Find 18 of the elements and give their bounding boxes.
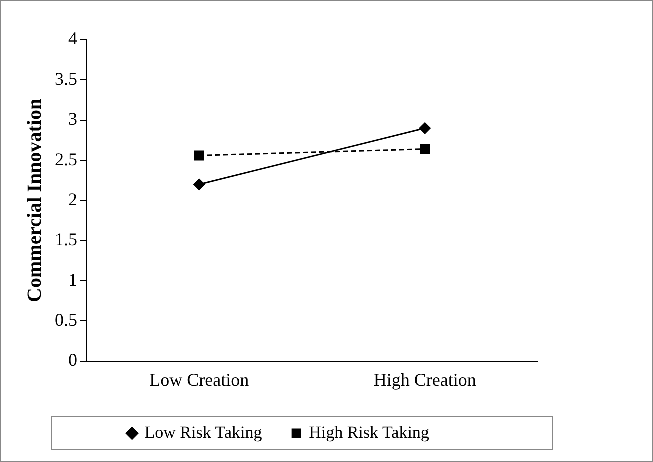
y-tick-label: 1.5 (55, 230, 78, 250)
y-tick-label: 3 (68, 109, 78, 130)
legend-label: Low Risk Taking (144, 422, 263, 442)
y-tick-label: 4 (68, 28, 78, 49)
y-tick-label: 2 (68, 189, 78, 210)
y-tick-label: 1 (68, 270, 78, 290)
point (194, 150, 204, 161)
y-tick-label: 2.5 (55, 149, 78, 170)
x-tick-label: High Creation (374, 370, 476, 390)
legend-label: High Risk Taking (309, 422, 430, 442)
point (419, 122, 431, 134)
y-tick-label: 3.5 (55, 68, 78, 89)
y-tick-label: 0 (68, 350, 78, 370)
point (194, 178, 206, 190)
y-axis-title: Commercial Innovation (24, 98, 46, 302)
y-tick-label: 0.5 (55, 310, 78, 330)
x-tick-label: Low Creation (150, 370, 250, 390)
point (420, 144, 430, 154)
